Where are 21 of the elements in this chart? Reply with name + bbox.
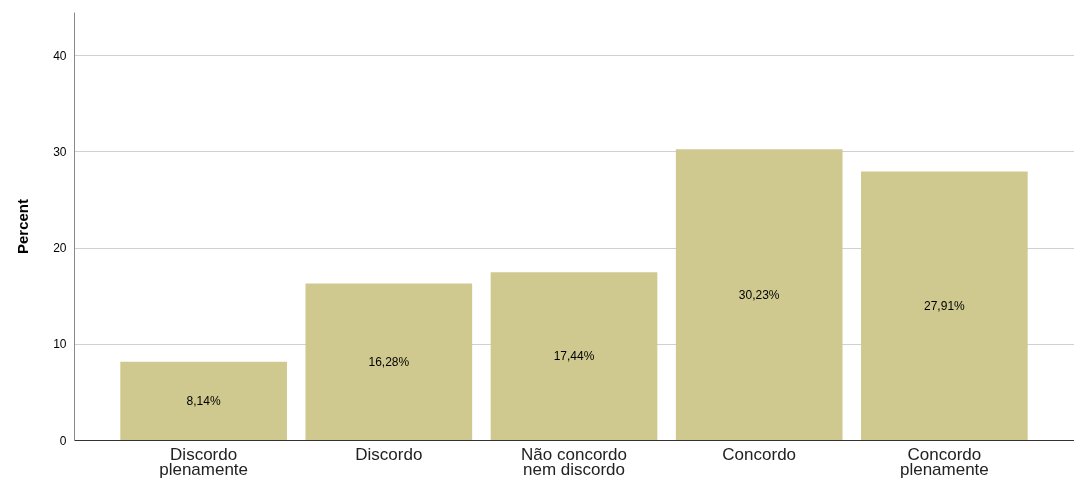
y-tick-label: 0 [59,433,67,448]
bar [305,283,473,440]
x-tick-label: Concordo [722,444,797,464]
bar [675,149,843,440]
y-tick-label: 10 [53,337,67,352]
y-tick-label: 40 [53,48,67,63]
y-tick-label: 30 [53,144,67,159]
data-label: 16,28% [368,354,410,369]
x-tick-label: Não concordo nem discordo [521,444,627,479]
x-tick-label: Concordo plenamente [899,444,989,479]
data-label: 17,44% [553,349,595,364]
bar [490,272,658,440]
bar [120,361,287,440]
data-label: 27,91% [924,298,966,313]
x-tick-label: Discordo plenamente [159,444,249,479]
data-label: 8,14% [186,393,221,408]
bar [861,171,1028,440]
y-axis-title: Percent [14,198,32,255]
data-label: 30,23% [738,287,780,302]
y-tick-label: 20 [53,241,67,256]
x-tick-label: Discordo [355,444,423,464]
